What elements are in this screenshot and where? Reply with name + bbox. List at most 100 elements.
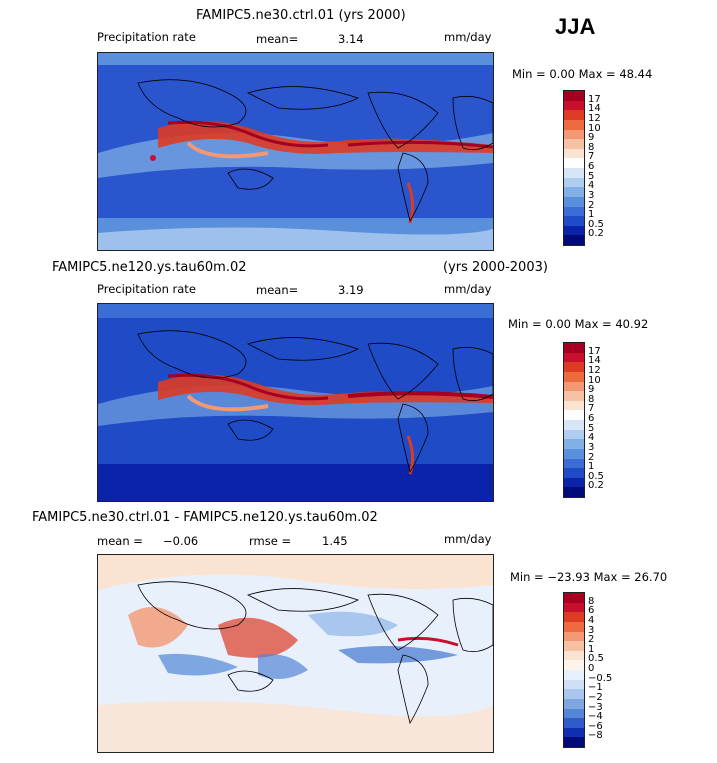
colorbar-segment	[564, 612, 584, 622]
colorbar-tick-label: 12	[588, 112, 601, 124]
colorbar-tick-label: 0	[588, 663, 595, 674]
panel-2-minmax: Min = 0.00 Max = 40.92	[508, 317, 649, 331]
colorbar-segment	[564, 727, 584, 738]
panel-1-title: FAMIPC5.ne30.ctrl.01 (yrs 2000)	[196, 8, 406, 23]
colorbar-segment	[564, 641, 584, 651]
colorbar-tick-label: 0.2	[588, 228, 604, 240]
colorbar-segment	[564, 631, 584, 642]
colorbar-segment	[564, 621, 584, 632]
colorbar-segment	[564, 148, 584, 159]
panel-3-title: FAMIPC5.ne30.ctrl.01 - FAMIPC5.ne120.ys.…	[32, 510, 378, 525]
colorbar-segment	[564, 410, 584, 420]
colorbar-tick-label: 3	[588, 189, 595, 201]
colorbar-segment	[564, 679, 584, 690]
colorbar-tick-label: 14	[588, 103, 601, 115]
colorbar-segment	[564, 235, 584, 245]
panel-3-minmax: Min = −23.93 Max = 26.70	[510, 570, 668, 584]
season-label: JJA	[555, 14, 596, 39]
colorbar-tick-label: 2	[588, 634, 595, 646]
panel-2-mean-label: mean=	[256, 283, 299, 297]
colorbar-segment	[564, 158, 584, 168]
colorbar-segment	[564, 458, 584, 469]
colorbar-segment	[564, 381, 584, 392]
colorbar-tick-label: 10	[588, 374, 601, 386]
colorbar-segment	[564, 187, 584, 197]
colorbar-tick-label: 9	[588, 132, 595, 144]
panel-1-mean-label: mean=	[256, 32, 299, 46]
colorbar-tick-label: 5	[588, 170, 595, 182]
colorbar-segment	[564, 650, 584, 661]
colorbar-segment	[564, 737, 584, 747]
colorbar-tick-label: 2	[588, 199, 595, 211]
colorbar-tick-label: 10	[588, 122, 601, 134]
colorbar-tick-label: 1	[588, 209, 595, 221]
panel-1-precip-map	[97, 52, 494, 251]
panel-2-years: (yrs 2000-2003)	[443, 260, 548, 275]
panel-2-variable: Precipitation rate	[97, 282, 196, 296]
colorbar-segment	[564, 100, 584, 111]
colorbar-tick-label: 14	[588, 355, 601, 367]
panel-2-mean-value: 3.19	[338, 283, 364, 297]
colorbar-tick-label: 1	[588, 643, 595, 655]
colorbar-segment	[564, 110, 584, 120]
colorbar-tick-label: 7	[588, 151, 595, 163]
colorbar-tick-label: 5	[588, 422, 595, 434]
colorbar-segment	[564, 119, 584, 130]
colorbar-tick-label: 2	[588, 451, 595, 463]
panel-1-minmax: Min = 0.00 Max = 48.44	[512, 67, 653, 81]
colorbar-segment	[564, 670, 584, 680]
panel-3-mean-value: −0.06	[163, 534, 199, 548]
colorbar-segment	[564, 391, 584, 401]
colorbar-tick-label: 8	[588, 393, 595, 405]
panel-3-rmse-label: rmse =	[249, 534, 292, 548]
colorbar-segment	[564, 660, 584, 670]
colorbar-segment	[564, 718, 584, 728]
colorbar-tick-label: 6	[588, 413, 595, 424]
colorbar-segment	[564, 177, 584, 188]
colorbar-tick-label: 17	[588, 93, 601, 105]
colorbar-tick-label: 7	[588, 403, 595, 415]
colorbar-tick-label: 6	[588, 605, 595, 617]
colorbar-tick-label: 0.5	[588, 218, 604, 230]
colorbar-segment	[564, 689, 584, 699]
colorbar-segment	[564, 196, 584, 207]
colorbar-segment	[564, 477, 584, 488]
colorbar-tick-label: 4	[588, 180, 595, 192]
colorbar-segment	[564, 216, 584, 226]
colorbar-segment	[564, 225, 584, 236]
colorbar-segment	[564, 487, 584, 497]
colorbar-segment	[564, 129, 584, 140]
panel-3-mean-label: mean =	[97, 534, 143, 548]
colorbar-tick-label: −8	[588, 730, 603, 742]
colorbar-segment	[564, 468, 584, 478]
colorbar-tick-label: 6	[588, 161, 595, 172]
colorbar-tick-label: 8	[588, 595, 595, 607]
colorbar-segment	[564, 593, 584, 603]
colorbar-segment	[564, 420, 584, 430]
colorbar-tick-label: 0.5	[588, 653, 604, 665]
panel-3-difference-map	[97, 554, 494, 753]
colorbar-tick-label: −6	[588, 720, 603, 732]
colorbar-segment	[564, 698, 584, 709]
colorbar-segment	[564, 439, 584, 449]
colorbar-tick-label: 4	[588, 432, 595, 444]
panel-2-precip-map	[97, 303, 494, 502]
panel-1-variable: Precipitation rate	[97, 30, 196, 44]
colorbar-segment	[564, 429, 584, 440]
colorbar-tick-label: 3	[588, 624, 595, 636]
colorbar-segment	[564, 371, 584, 382]
colorbar-segment	[564, 708, 584, 719]
colorbar-tick-label: 8	[588, 141, 595, 153]
panel-3-units: mm/day	[444, 532, 492, 546]
colorbar-tick-label: −1	[588, 682, 603, 694]
colorbar-tick-label: −4	[588, 711, 603, 723]
colorbar-tick-label: −2	[588, 691, 603, 703]
colorbar-tick-label: 17	[588, 345, 601, 357]
panel-1-colorbar	[563, 90, 585, 246]
colorbar-segment	[564, 139, 584, 149]
colorbar-segment	[564, 448, 584, 459]
panel-2-title: FAMIPC5.ne120.ys.tau60m.02	[52, 260, 247, 275]
panel-1-units: mm/day	[444, 30, 492, 44]
colorbar-tick-label: −3	[588, 701, 603, 713]
panel-2-units: mm/day	[444, 282, 492, 296]
